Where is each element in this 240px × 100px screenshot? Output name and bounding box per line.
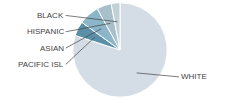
svg-text:BLACK: BLACK: [37, 11, 64, 20]
svg-text:PACIFIC ISL: PACIFIC ISL: [18, 60, 64, 69]
svg-text:WHITE: WHITE: [181, 72, 207, 81]
svg-text:HISPANIC: HISPANIC: [27, 27, 64, 36]
svg-text:ASIAN: ASIAN: [40, 44, 64, 53]
